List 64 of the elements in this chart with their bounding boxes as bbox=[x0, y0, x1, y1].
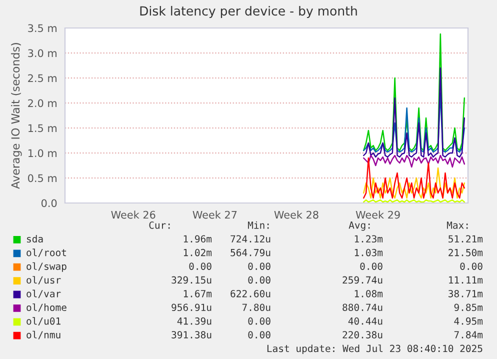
text: 41.39u bbox=[177, 317, 212, 325]
text: 7.80u bbox=[242, 304, 270, 312]
text: 564.79u bbox=[230, 248, 270, 256]
legend-label: ol/u01 bbox=[26, 317, 60, 326]
text: 38.71m bbox=[448, 290, 483, 298]
text: 1.08m bbox=[354, 290, 383, 298]
text: 11.11m bbox=[449, 276, 483, 284]
y-tick-label: 1.5 m bbox=[28, 124, 56, 132]
line-series bbox=[363, 33, 466, 152]
text: 0.00 bbox=[360, 262, 382, 270]
text: 0.00 bbox=[460, 262, 482, 270]
x-tick-label: Week 26 bbox=[111, 210, 156, 219]
x-tick-label: Week 28 bbox=[274, 210, 318, 219]
legend-label: sda bbox=[27, 235, 43, 243]
text: 9.85m bbox=[454, 304, 483, 312]
y-tick-label: 1.0 m bbox=[28, 149, 56, 158]
legend-label: ol/swap bbox=[26, 262, 66, 272]
text: 0.00 bbox=[248, 276, 270, 284]
text: 1.67m bbox=[184, 290, 212, 298]
text: 1.02m bbox=[184, 248, 212, 256]
text: Max: bbox=[446, 222, 468, 229]
line-series bbox=[363, 167, 466, 199]
text: 391.38u bbox=[172, 331, 212, 338]
text: Avg: bbox=[348, 222, 370, 231]
text: Min: bbox=[248, 221, 269, 229]
text: 220.38u bbox=[342, 331, 382, 338]
text: 0.00 bbox=[248, 262, 270, 270]
y-tick-label: 0.0 bbox=[41, 199, 57, 208]
legend-label: ol/usr bbox=[26, 276, 61, 284]
x-tick-label: Week 29 bbox=[356, 210, 400, 219]
text: 329.15u bbox=[172, 276, 212, 284]
y-tick-label: 3.0 m bbox=[28, 49, 56, 58]
chart-title: Disk latency per device - by month bbox=[140, 6, 357, 18]
text: 1.96m bbox=[184, 235, 212, 243]
legend-label: ol/nmu bbox=[26, 330, 60, 340]
text: 7.84m bbox=[454, 331, 483, 338]
text: 880.74u bbox=[342, 304, 382, 312]
text: 0.00 bbox=[248, 317, 270, 325]
text: 1.03m bbox=[354, 248, 383, 256]
y-tick-label: 2.5 m bbox=[28, 74, 56, 82]
text: 259.74u bbox=[342, 276, 382, 284]
text: 724.12u bbox=[230, 235, 270, 243]
text: 622.60u bbox=[230, 290, 270, 298]
text: 1.23m bbox=[354, 235, 383, 243]
line-series bbox=[363, 67, 466, 158]
text: 956.91u bbox=[172, 304, 212, 312]
text: Cur: bbox=[149, 221, 170, 229]
text: 4.95m bbox=[454, 317, 483, 325]
line-series bbox=[363, 154, 466, 168]
y-tick-label: 0.5 m bbox=[28, 174, 56, 182]
text: 40.44u bbox=[348, 317, 382, 325]
legend-label: ol/home bbox=[26, 303, 66, 312]
line-series bbox=[363, 157, 466, 199]
y-tick-label: 2.0 m bbox=[28, 99, 56, 108]
y-tick-label: 3.5 m bbox=[28, 24, 56, 32]
text: 0.00 bbox=[189, 262, 212, 270]
text: 21.50m bbox=[448, 248, 483, 256]
text: Last update: Wed Jul 23 08:40:10 2025 bbox=[267, 344, 482, 354]
text: 51.21m bbox=[448, 235, 483, 243]
x-tick-label: Week 27 bbox=[192, 210, 237, 219]
text: 0.00 bbox=[248, 331, 270, 338]
legend-label: ol/var bbox=[26, 290, 61, 298]
legend-label: ol/root bbox=[26, 248, 66, 258]
y-axis-title: Average IO Wait (seconds) bbox=[11, 43, 22, 189]
